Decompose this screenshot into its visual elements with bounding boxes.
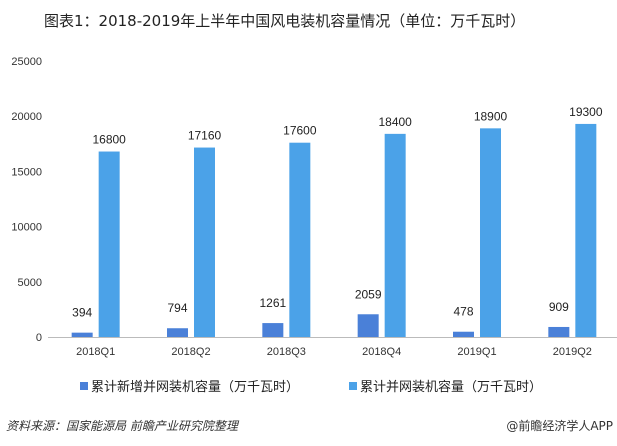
data-label: 18900: [474, 109, 508, 123]
y-tick-label: 15000: [11, 166, 42, 178]
y-tick-label: 10000: [11, 222, 42, 234]
chart-title: 图表1：2018-2019年上半年中国风电装机容量情况（单位：万千瓦时）: [44, 12, 526, 30]
bar: [357, 314, 379, 337]
bar: [194, 147, 215, 337]
bar: [167, 328, 188, 337]
data-label: 1261: [259, 296, 286, 310]
legend-label: 累计并网装机容量（万千瓦时）: [360, 380, 543, 395]
bar: [384, 133, 406, 337]
legend: 累计新增并网装机容量（万千瓦时） 累计并网装机容量（万千瓦时）: [80, 376, 542, 395]
brand-label: @前瞻经济学人APP: [506, 419, 613, 433]
y-tick-label: 0: [36, 332, 42, 344]
data-label: 2059: [355, 287, 382, 301]
data-label: 394: [72, 306, 92, 320]
data-label: 909: [549, 300, 569, 314]
data-label: 16800: [92, 133, 126, 147]
x-tick-label: 2019Q1: [457, 346, 496, 358]
data-label: 18400: [378, 115, 412, 129]
bar: [480, 128, 501, 337]
data-label: 17160: [188, 129, 222, 143]
x-tick-label: 2018Q2: [171, 346, 210, 358]
bar: [575, 123, 597, 337]
legend-item-new: 累计新增并网装机容量（万千瓦时）: [80, 376, 299, 395]
data-label: 17600: [283, 124, 317, 138]
bar: [71, 332, 93, 337]
data-label: 794: [167, 301, 187, 315]
legend-swatch: [349, 381, 358, 390]
source-note: 资料来源：国家能源局 前瞻产业研究院整理: [6, 419, 238, 433]
data-label: 19300: [569, 105, 603, 119]
x-tick-label: 2018Q3: [267, 346, 306, 358]
x-tick-label: 2018Q1: [76, 346, 115, 358]
y-tick-label: 25000: [11, 56, 42, 68]
bar: [453, 331, 474, 337]
data-label: 478: [453, 305, 473, 319]
legend-label: 累计新增并网装机容量（万千瓦时）: [91, 380, 300, 395]
bar: [98, 151, 120, 337]
bar: [289, 142, 311, 337]
y-tick-label: 20000: [11, 111, 42, 123]
bar: [262, 323, 284, 337]
bar: [548, 326, 570, 337]
legend-item-total: 累计并网装机容量（万千瓦时）: [349, 376, 542, 395]
x-tick-label: 2019Q2: [553, 346, 592, 358]
y-tick-label: 5000: [18, 277, 42, 289]
x-tick-label: 2018Q4: [362, 346, 401, 358]
legend-swatch: [80, 381, 88, 390]
